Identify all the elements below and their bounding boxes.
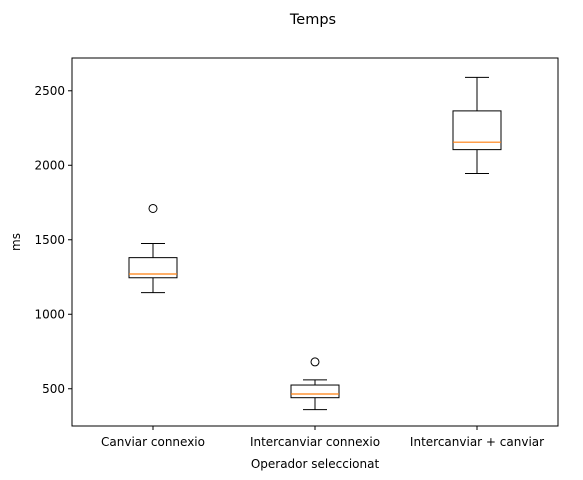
- y-tick-label: 1500: [34, 233, 65, 247]
- x-tick-label: Canviar connexio: [101, 435, 205, 449]
- y-axis: 500 1000 1500 2000 2500: [34, 84, 72, 396]
- y-axis-label: ms: [9, 233, 23, 251]
- y-tick-label: 500: [42, 382, 65, 396]
- plot-frame: [71, 57, 559, 427]
- chart-title: Temps: [289, 12, 336, 28]
- y-tick-label: 2000: [34, 158, 65, 172]
- box-iqr: [452, 110, 502, 151]
- x-axis-label: Operador seleccionat: [251, 457, 380, 471]
- box-iqr: [128, 257, 178, 279]
- y-tick-label: 1000: [34, 307, 65, 321]
- box-iqr: [290, 384, 340, 399]
- outlier-point: [310, 357, 320, 367]
- y-tick-label: 2500: [34, 84, 65, 98]
- x-axis: Canviar connexio Intercanviar connexio Int…: [101, 426, 544, 449]
- x-tick-label: Intercanviar + canviar: [410, 435, 544, 449]
- x-tick-label: Intercanviar connexio: [250, 435, 380, 449]
- outlier-point: [148, 203, 158, 213]
- boxes-group: [128, 76, 502, 411]
